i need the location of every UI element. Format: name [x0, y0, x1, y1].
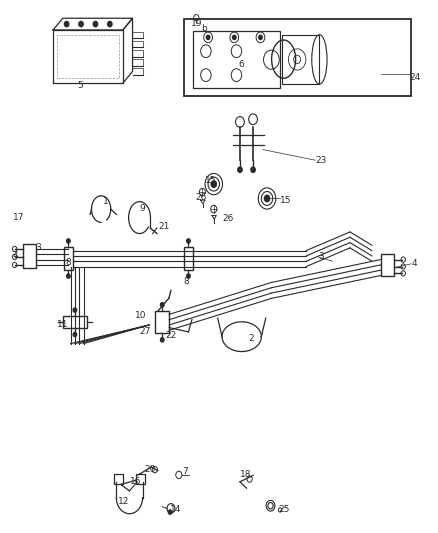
Circle shape: [108, 21, 112, 27]
Text: 9: 9: [140, 204, 145, 213]
Circle shape: [251, 167, 255, 172]
Text: 4: 4: [411, 260, 417, 268]
Circle shape: [187, 239, 190, 243]
Bar: [63, 317, 87, 328]
Text: 3: 3: [35, 243, 41, 252]
Circle shape: [168, 510, 172, 514]
Circle shape: [73, 333, 77, 337]
Circle shape: [187, 274, 190, 278]
Text: 21: 21: [159, 222, 170, 231]
Text: 24: 24: [409, 73, 420, 82]
Text: 26: 26: [195, 193, 206, 202]
Bar: [193, 31, 280, 88]
Text: 16: 16: [130, 478, 141, 486]
Circle shape: [93, 21, 98, 27]
Text: 2: 2: [249, 334, 254, 343]
Text: 23: 23: [315, 156, 326, 165]
Circle shape: [206, 35, 210, 39]
Circle shape: [160, 338, 164, 342]
Circle shape: [67, 239, 70, 243]
Text: 4: 4: [13, 252, 18, 260]
Text: 10: 10: [135, 311, 147, 320]
Circle shape: [233, 35, 236, 39]
Text: 8: 8: [65, 258, 71, 266]
Text: 6: 6: [239, 60, 244, 69]
Bar: [155, 311, 169, 334]
Circle shape: [265, 195, 270, 201]
Text: 26: 26: [223, 214, 234, 223]
Bar: [381, 254, 394, 276]
Text: 19: 19: [191, 19, 202, 28]
Text: 12: 12: [118, 497, 129, 506]
Circle shape: [160, 303, 164, 307]
Text: 8: 8: [183, 277, 189, 286]
Text: 15: 15: [205, 176, 216, 185]
Text: b: b: [201, 24, 206, 33]
Circle shape: [238, 167, 242, 172]
Bar: [114, 474, 123, 484]
Text: 14: 14: [170, 505, 181, 514]
Circle shape: [73, 308, 77, 312]
Text: 20: 20: [144, 465, 155, 474]
Circle shape: [79, 21, 83, 27]
Text: 22: 22: [166, 331, 177, 340]
Bar: [184, 19, 411, 96]
Bar: [184, 247, 193, 270]
Text: 5: 5: [77, 81, 83, 90]
Text: 27: 27: [140, 327, 151, 336]
Bar: [136, 474, 145, 484]
Text: 25: 25: [278, 505, 290, 514]
Text: 17: 17: [13, 213, 25, 222]
Bar: [22, 244, 36, 268]
Text: 3: 3: [318, 253, 324, 261]
Text: 7: 7: [182, 467, 187, 475]
Text: 11: 11: [57, 320, 68, 329]
Circle shape: [67, 274, 70, 278]
Bar: [64, 247, 73, 270]
Circle shape: [259, 35, 262, 39]
Circle shape: [211, 181, 216, 187]
Circle shape: [64, 21, 69, 27]
Text: 15: 15: [280, 196, 292, 205]
Bar: [283, 35, 319, 84]
Text: 1: 1: [103, 197, 109, 206]
Text: 18: 18: [240, 471, 251, 479]
